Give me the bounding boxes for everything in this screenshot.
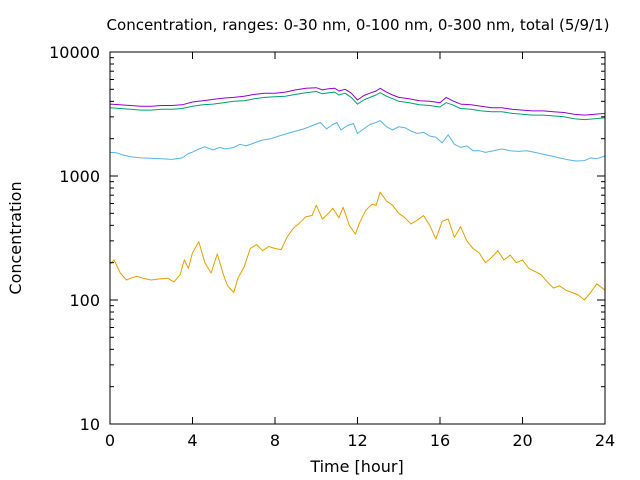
y-tick-label: 100	[69, 291, 100, 310]
x-tick-label: 12	[347, 431, 367, 450]
chart-title: Concentration, ranges: 0-30 nm, 0-100 nm…	[107, 16, 610, 34]
y-tick-label: 10	[80, 415, 100, 434]
x-tick-label: 20	[512, 431, 532, 450]
x-tick-label: 4	[187, 431, 197, 450]
series-line-2	[109, 120, 606, 162]
series-line-4	[109, 87, 606, 116]
series-line-3	[109, 91, 606, 121]
y-axis-title: Concentration	[6, 181, 25, 294]
x-tick-label: 16	[430, 431, 450, 450]
x-tick-label: 8	[270, 431, 280, 450]
x-tick-label: 0	[105, 431, 115, 450]
y-tick-label: 10000	[49, 43, 100, 62]
y-tick-label: 1000	[59, 167, 100, 186]
x-tick-label: 24	[595, 431, 615, 450]
x-axis-title: Time [hour]	[309, 457, 403, 476]
series-line-1	[109, 191, 606, 301]
axis-layer: 0 4 8 12 16 20 24 10 100 1000 10000	[49, 43, 615, 450]
series-layer	[109, 87, 606, 301]
